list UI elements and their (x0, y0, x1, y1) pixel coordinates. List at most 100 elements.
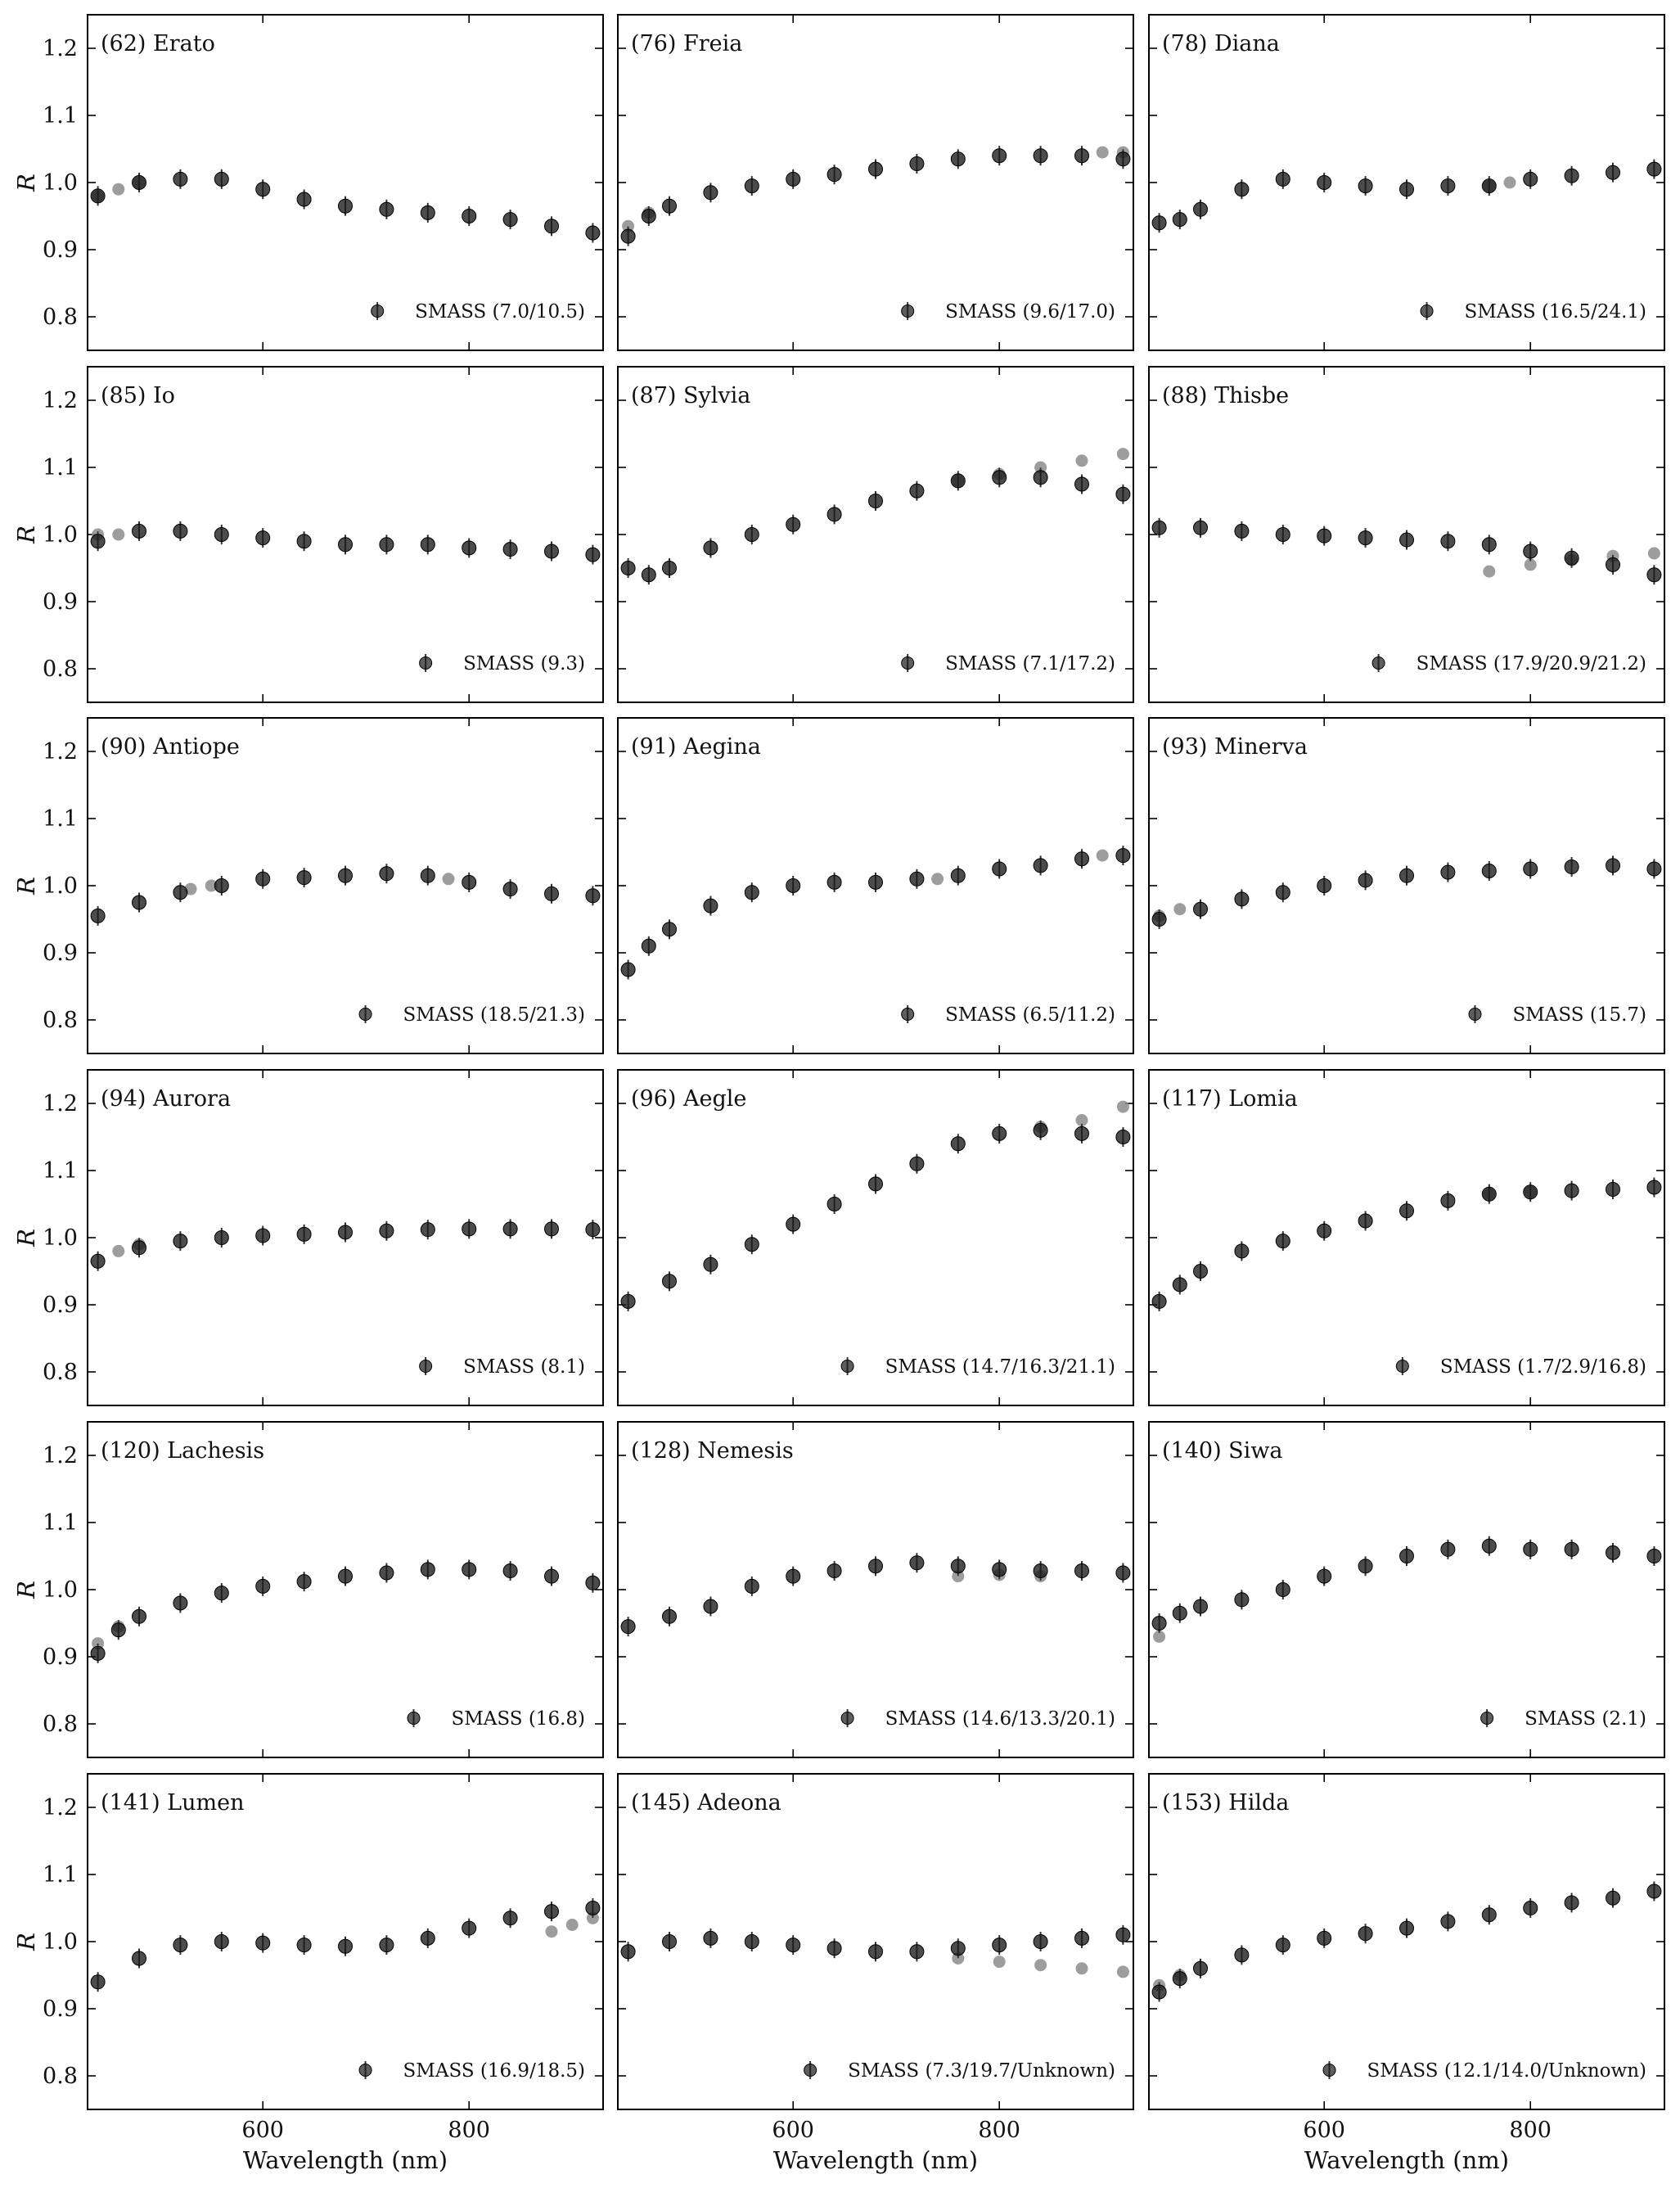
data-point (1564, 1895, 1579, 1911)
data-point (585, 1222, 601, 1238)
data-point (255, 530, 271, 546)
data-point (1234, 891, 1250, 907)
data-point (1440, 1541, 1456, 1557)
data-point (420, 868, 435, 883)
data-point (1523, 1901, 1538, 1915)
x-axis-label: Wavelength (nm) (243, 2146, 448, 2174)
data-point (1193, 201, 1208, 217)
data-point (1481, 1907, 1497, 1923)
data-point (868, 494, 883, 508)
y-tick-label: 1.0 (43, 1929, 78, 1955)
data-point (1172, 212, 1187, 228)
secondary-point (1483, 565, 1496, 578)
data-point (1646, 161, 1662, 177)
data-point (1317, 175, 1332, 190)
secondary-point (92, 1637, 105, 1650)
data-point (585, 225, 601, 241)
data-point (1646, 1549, 1662, 1563)
data-point (1440, 178, 1456, 194)
data-point (1115, 1130, 1131, 1144)
data-point (826, 507, 842, 522)
x-tick-label: 800 (978, 2118, 1020, 2143)
legend-label: SMASS (15.7) (1513, 1004, 1647, 1026)
data-point (786, 171, 801, 187)
panel-title: (94) Aurora (101, 1086, 231, 1112)
data-point (703, 1930, 718, 1946)
data-point (1193, 520, 1208, 535)
y-tick-label: 0.8 (43, 656, 78, 682)
y-tick-label: 1.1 (43, 1158, 78, 1184)
legend-marker (840, 1360, 854, 1373)
panel-17: 600 800 (153) Hilda SMASS (12.1/14.0/Unknow… (1148, 1773, 1665, 2174)
data-point (1399, 1203, 1414, 1219)
panel-14: (140) Siwa SMASS (2.1) (1148, 1421, 1665, 1758)
data-point (1481, 178, 1497, 194)
secondary-point (205, 879, 218, 892)
data-point (909, 871, 925, 886)
data-layer (620, 146, 1131, 246)
panel-title: (88) Thisbe (1162, 383, 1289, 408)
data-point (1275, 1938, 1290, 1953)
legend-marker (1468, 1008, 1482, 1021)
secondary-point (622, 219, 635, 232)
legend-marker (419, 1360, 433, 1373)
panel-11: (117) Lomia SMASS (1.7/2.9/16.8) (1148, 1069, 1665, 1406)
data-point (662, 561, 677, 575)
data-point (1646, 1883, 1662, 1899)
panel-8: (93) Minerva SMASS (15.7) (1148, 717, 1665, 1054)
data-point (1033, 1563, 1048, 1579)
data-point (1033, 858, 1048, 873)
panel-0: 0.8 0.9 1.0 1.1 1.2 (62) Erato SMASS (7.0/10.5… (12, 14, 604, 351)
data-point (1358, 873, 1373, 888)
data-point (620, 228, 636, 244)
data-point (641, 938, 656, 954)
data-point (255, 1228, 271, 1243)
y-tick-label: 1.2 (43, 1091, 78, 1117)
data-point (786, 1938, 801, 1953)
data-point (1234, 523, 1250, 539)
data-point (1275, 885, 1290, 900)
secondary-point (1153, 1630, 1166, 1643)
data-point (620, 1293, 636, 1309)
data-point (1606, 1890, 1620, 1906)
data-point (1115, 486, 1131, 502)
panel-title: (76) Freia (631, 31, 742, 56)
y-tick-label: 1.0 (43, 873, 78, 899)
data-point (585, 547, 601, 562)
data-point (1033, 470, 1048, 485)
legend-marker (901, 1008, 915, 1021)
data-point (1523, 861, 1538, 877)
panel-frame (1148, 366, 1665, 703)
data-layer (620, 1924, 1131, 1978)
legend-label: SMASS (16.5/24.1) (1465, 301, 1646, 323)
legend-marker (1480, 1712, 1494, 1725)
data-point (744, 527, 759, 542)
legend-label: SMASS (7.0/10.5) (415, 301, 585, 323)
panel-frame (617, 1773, 1134, 2110)
data-point (132, 1608, 146, 1624)
data-point (950, 868, 966, 883)
secondary-point (1034, 1959, 1047, 1972)
panel-frame (617, 717, 1134, 1054)
y-tick-label: 1.1 (43, 806, 78, 832)
data-point (1151, 1984, 1167, 2000)
data-point (744, 1934, 759, 1949)
panel-title: (93) Minerva (1162, 734, 1308, 760)
data-point (662, 1934, 677, 1949)
x-axis-label: Wavelength (nm) (773, 2146, 978, 2174)
data-point (1564, 1541, 1579, 1557)
data-point (1646, 861, 1662, 877)
data-point (1033, 148, 1048, 164)
data-point (173, 1595, 188, 1611)
data-point (1172, 1277, 1187, 1292)
y-tick-label: 0.9 (43, 941, 78, 966)
x-tick-label: 600 (1303, 2118, 1345, 2143)
data-point (1358, 178, 1373, 194)
data-point (502, 882, 518, 897)
data-point (502, 1563, 518, 1579)
data-point (173, 171, 188, 187)
data-point (502, 1911, 518, 1926)
legend-marker (804, 2064, 817, 2077)
data-point (1275, 1234, 1290, 1249)
